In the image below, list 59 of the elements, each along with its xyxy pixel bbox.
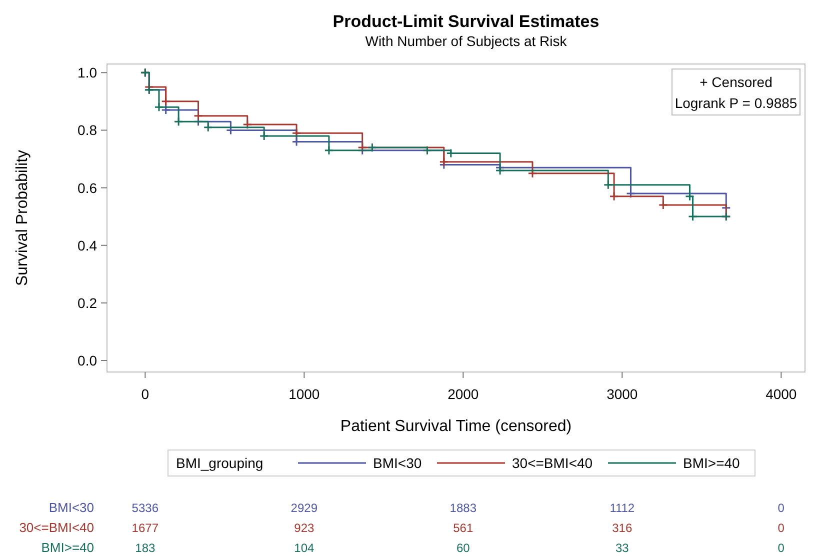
text: 316 (612, 521, 632, 535)
y-tick-label: 0.2 (78, 294, 98, 311)
text: BMI<30 (48, 500, 94, 515)
point (684, 192, 694, 202)
point (161, 96, 171, 106)
x-tick-label: 1000 (288, 386, 320, 402)
y-tick-label: 0.0 (78, 352, 98, 368)
text: BMI>=40 (41, 540, 94, 555)
x-axis-title: Patient Survival Time (censored) (340, 418, 572, 435)
point (203, 122, 213, 132)
x-tick-label: 3000 (606, 386, 638, 402)
point (528, 168, 538, 178)
chart-subtitle: With Number of Subjects at Risk (365, 33, 568, 49)
text: 923 (294, 521, 314, 535)
point (367, 142, 377, 152)
point (609, 192, 619, 202)
y-tick-label: 0.8 (78, 122, 98, 138)
x-tick-label: 2000 (448, 386, 479, 402)
point (174, 116, 184, 126)
text: 60 (456, 541, 470, 555)
text: 1883 (450, 501, 477, 515)
annotation: Logrank P = 0.9885 (674, 95, 798, 111)
legend-label: 30<=BMI<40 (512, 455, 593, 471)
point (292, 128, 302, 138)
point (161, 105, 171, 115)
point (603, 180, 613, 190)
point (259, 131, 269, 141)
point (194, 111, 204, 121)
point (324, 146, 334, 156)
text: 104 (294, 541, 314, 555)
point (495, 166, 505, 176)
point (154, 102, 164, 112)
legend-title: BMI_grouping (176, 455, 264, 471)
text: 33 (615, 541, 630, 555)
point (658, 200, 668, 210)
point (439, 157, 449, 167)
text: 1677 (132, 521, 159, 535)
text: 30<=BMI<40 (19, 520, 94, 535)
legend-label: BMI>=40 (683, 455, 740, 471)
text: 1112 (610, 501, 635, 515)
x-tick-label: 4000 (766, 386, 797, 402)
y-axis-title: Survival Probability (14, 150, 31, 286)
text: 5336 (132, 501, 159, 515)
chart-title: Product-Limit Survival Estimates (332, 12, 600, 31)
text: 561 (453, 521, 474, 535)
text: 0 (778, 521, 785, 535)
text: 2929 (290, 501, 318, 515)
y-tick-label: 0.4 (78, 237, 98, 254)
x-tick-label: 0 (141, 386, 150, 402)
point (422, 146, 432, 156)
y-tick-label: 1.0 (78, 64, 98, 81)
point (242, 120, 252, 130)
y-tick-label: 0.6 (78, 180, 98, 196)
annotation: + Censored (700, 74, 772, 90)
point (358, 142, 368, 152)
text: 0 (778, 541, 785, 555)
legend-label: BMI<30 (373, 455, 422, 471)
text: 0 (778, 501, 785, 515)
text: 183 (135, 541, 156, 555)
